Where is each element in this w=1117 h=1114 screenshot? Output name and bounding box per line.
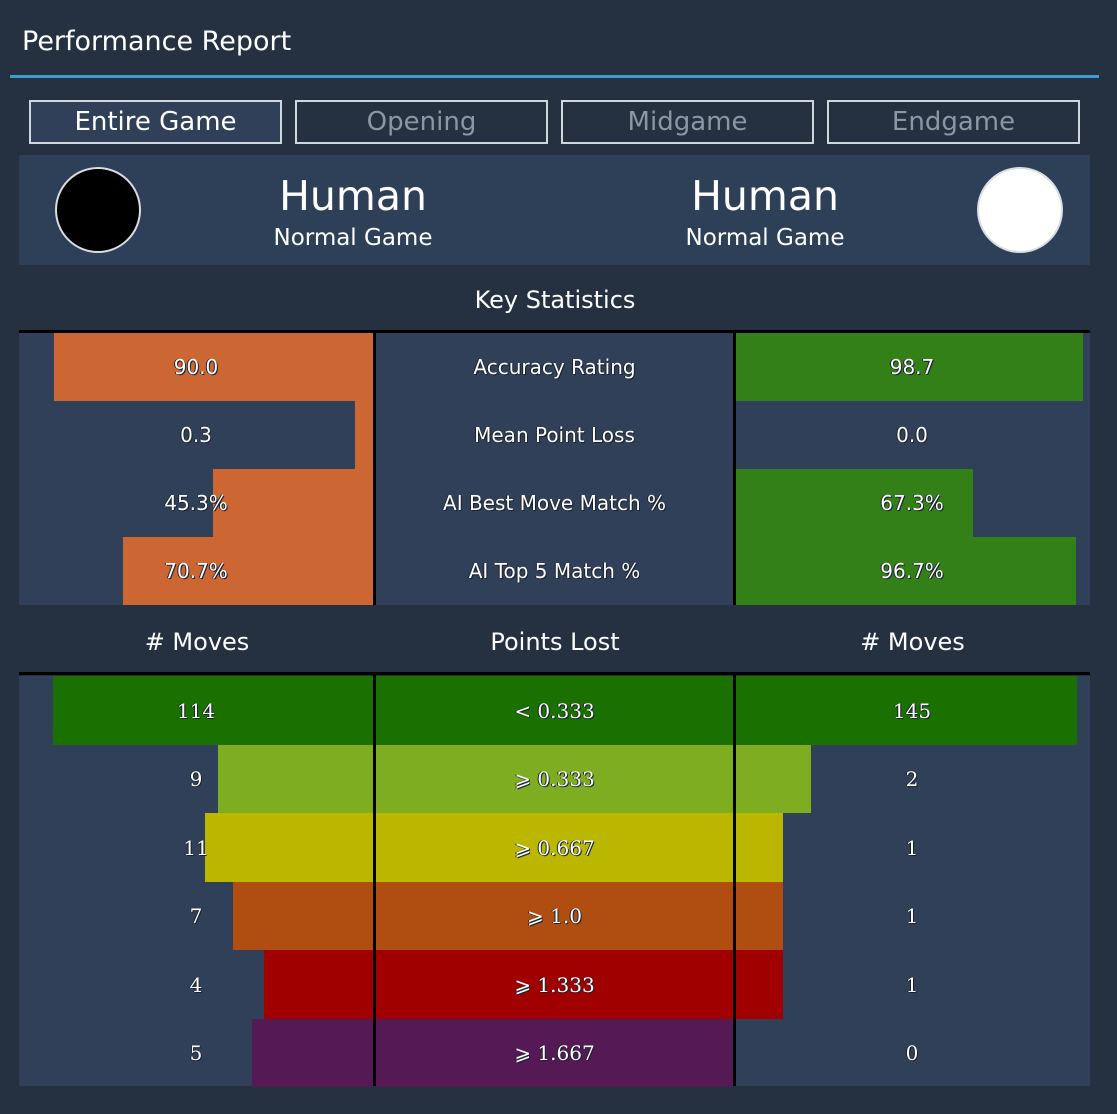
white-stone-icon bbox=[977, 167, 1063, 253]
black-moves-bar bbox=[233, 882, 373, 950]
black-moves-count: 5 bbox=[189, 1041, 203, 1065]
window-title: Performance Report bbox=[22, 26, 292, 57]
points-lost-threshold: < 0.333 bbox=[514, 698, 595, 723]
black-moves-count: 9 bbox=[189, 767, 203, 791]
stat-label: Mean Point Loss bbox=[474, 423, 635, 447]
black-stat-value: 70.7% bbox=[164, 559, 228, 583]
key-statistics-top-rule bbox=[19, 330, 1090, 333]
white-moves-bar bbox=[736, 813, 783, 882]
points-lost-category-band bbox=[376, 813, 733, 882]
white-stat-value: 96.7% bbox=[880, 559, 944, 583]
points-lost-threshold: ⩾ 0.333 bbox=[514, 767, 595, 791]
points-lost-category-band bbox=[376, 676, 733, 745]
black-moves-count: 114 bbox=[176, 698, 216, 723]
black-stat-bar bbox=[123, 537, 373, 605]
players-panel: Human Normal Game Human Normal Game bbox=[19, 155, 1090, 265]
points-lost-threshold: ⩾ 0.667 bbox=[514, 835, 595, 860]
white-game-type: Normal Game bbox=[685, 225, 845, 251]
black-stat-bar bbox=[213, 469, 373, 537]
key-statistics-table: 90.0 Accuracy Rating 98.7 0.3 Mean Point Los… bbox=[19, 333, 1090, 605]
points-lost-top-rule bbox=[19, 672, 1090, 675]
points-lost-threshold: ⩾ 1.0 bbox=[527, 904, 582, 928]
black-game-type: Normal Game bbox=[273, 225, 433, 251]
tab-endgame[interactable]: Endgame bbox=[827, 100, 1080, 144]
white-moves-count: 1 bbox=[905, 904, 919, 928]
white-stat-value: 67.3% bbox=[880, 491, 944, 515]
white-stat-bar bbox=[736, 469, 973, 537]
white-moves-bar bbox=[736, 745, 811, 813]
white-stat-value: 0.0 bbox=[896, 423, 928, 447]
black-moves-count: 11 bbox=[183, 835, 209, 860]
black-stone-icon bbox=[55, 167, 141, 253]
points-lost-category-band bbox=[376, 745, 733, 813]
points-lost-category-band bbox=[376, 950, 733, 1019]
stat-label: AI Top 5 Match % bbox=[468, 559, 641, 583]
title-underline bbox=[10, 75, 1099, 78]
tab-midgame[interactable]: Midgame bbox=[561, 100, 814, 144]
key-statistics-divider-left bbox=[373, 333, 376, 605]
moves-header-black: # Moves bbox=[144, 628, 250, 656]
black-moves-count: 7 bbox=[189, 904, 203, 928]
black-stat-bar bbox=[54, 333, 373, 401]
white-moves-count: 1 bbox=[905, 835, 919, 860]
white-moves-count: 0 bbox=[905, 1041, 919, 1065]
black-stat-value: 0.3 bbox=[180, 423, 212, 447]
black-moves-bar bbox=[252, 1019, 373, 1087]
black-moves-bar bbox=[218, 745, 373, 813]
white-moves-bar bbox=[736, 882, 783, 950]
points-lost-header: Points Lost bbox=[490, 628, 620, 656]
points-lost-category-band bbox=[376, 1019, 733, 1087]
white-moves-count: 145 bbox=[892, 698, 932, 723]
white-moves-bar bbox=[736, 950, 783, 1019]
key-statistics-divider-right bbox=[733, 333, 736, 605]
points-lost-divider-right bbox=[733, 675, 736, 1086]
white-player-name: Human bbox=[691, 172, 839, 220]
black-moves-bar bbox=[264, 950, 373, 1019]
white-stat-value: 98.7 bbox=[889, 355, 935, 379]
points-lost-threshold: ⩾ 1.667 bbox=[514, 1041, 595, 1065]
black-player-name: Human bbox=[279, 172, 427, 220]
moves-header-white: # Moves bbox=[860, 628, 965, 656]
black-moves-bar bbox=[53, 676, 373, 745]
black-moves-bar bbox=[205, 813, 373, 882]
tab-opening[interactable]: Opening bbox=[295, 100, 548, 144]
stat-label: Accuracy Rating bbox=[473, 355, 636, 379]
black-moves-count: 4 bbox=[189, 972, 203, 997]
black-stat-value: 90.0 bbox=[173, 355, 219, 379]
stat-label: AI Best Move Match % bbox=[443, 491, 666, 515]
points-lost-threshold: ⩾ 1.333 bbox=[514, 972, 595, 997]
white-stat-bar bbox=[736, 333, 1083, 401]
black-stat-value: 45.3% bbox=[164, 491, 228, 515]
points-lost-category-band bbox=[376, 882, 733, 950]
key-statistics-title: Key Statistics bbox=[474, 286, 636, 314]
white-moves-bar bbox=[736, 676, 1077, 745]
tab-entire-game[interactable]: Entire Game bbox=[29, 100, 282, 144]
points-lost-divider-left bbox=[373, 675, 376, 1086]
black-stat-bar bbox=[355, 401, 373, 469]
white-stat-bar bbox=[736, 537, 1076, 605]
white-moves-count: 1 bbox=[905, 972, 919, 997]
points-lost-table: 114 < 0.333 145 9 ⩾ 0.333 2 11 ⩾ 0.667 1 7 ⩾ 1.0 1 4… bbox=[19, 676, 1090, 1087]
white-moves-count: 2 bbox=[905, 767, 919, 791]
